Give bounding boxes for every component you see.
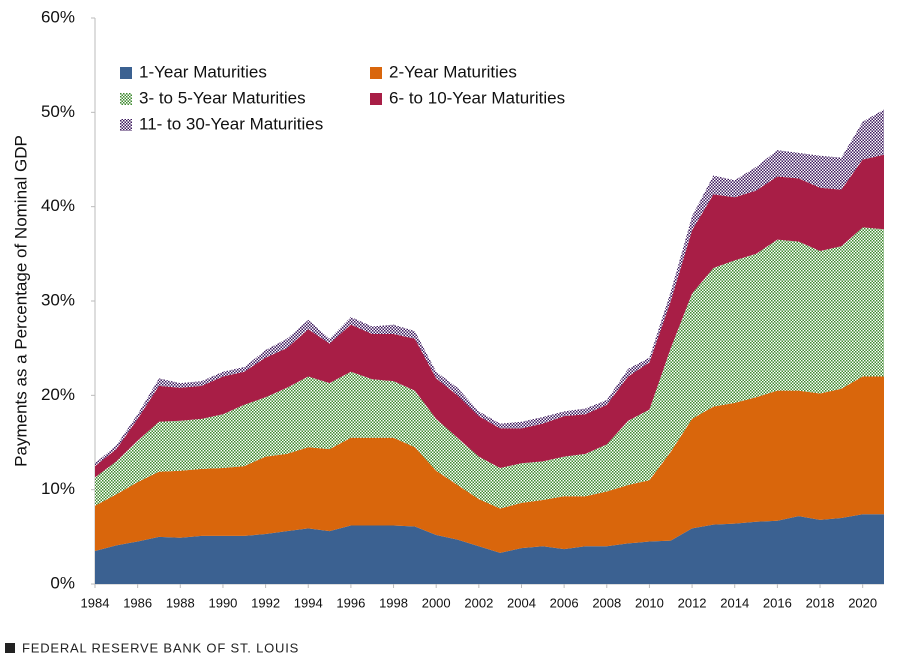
x-tick-label: 2020 [848, 595, 877, 610]
y-tick-label: 0% [50, 573, 75, 592]
legend-label: 2-Year Maturities [389, 62, 517, 81]
legend-swatch [120, 119, 132, 131]
legend-swatch [370, 67, 382, 79]
x-tick-label: 1998 [379, 595, 408, 610]
y-tick-label: 10% [41, 479, 75, 498]
area [95, 514, 884, 584]
x-tick-label: 1994 [294, 595, 323, 610]
legend-label: 6- to 10-Year Maturities [389, 88, 565, 107]
x-tick-label: 2010 [635, 595, 664, 610]
x-tick-label: 2018 [806, 595, 835, 610]
x-tick-label: 1984 [81, 595, 110, 610]
y-tick-label: 60% [41, 7, 75, 26]
x-tick-label: 2008 [592, 595, 621, 610]
y-tick-label: 20% [41, 385, 75, 404]
area [95, 227, 884, 509]
y-tick-label: 50% [41, 102, 75, 121]
x-tick-label: 1988 [166, 595, 195, 610]
x-tick-label: 2016 [763, 595, 792, 610]
x-tick-label: 2014 [720, 595, 749, 610]
legend-label: 1-Year Maturities [139, 62, 267, 81]
x-tick-label: 2002 [464, 595, 493, 610]
y-axis-label: Payments as a Percentage of Nominal GDP [11, 135, 30, 467]
x-tick-label: 2012 [678, 595, 707, 610]
y-tick-label: 30% [41, 290, 75, 309]
x-tick-label: 1996 [336, 595, 365, 610]
source-icon [5, 643, 15, 653]
legend-swatch [120, 93, 132, 105]
x-tick-label: 1992 [251, 595, 280, 610]
legend-swatch [120, 67, 132, 79]
area [95, 376, 884, 553]
x-tick-label: 1990 [208, 595, 237, 610]
x-tick-label: 1986 [123, 595, 152, 610]
x-tick-label: 2004 [507, 595, 536, 610]
x-tick-label: 2006 [550, 595, 579, 610]
y-tick-label: 40% [41, 196, 75, 215]
legend-swatch [370, 93, 382, 105]
legend-label: 3- to 5-Year Maturities [139, 88, 306, 107]
source: FEDERAL RESERVE BANK OF ST. LOUIS [22, 640, 299, 655]
legend-label: 11- to 30-Year Maturities [139, 114, 323, 133]
x-tick-label: 2000 [422, 595, 451, 610]
area [95, 154, 884, 478]
